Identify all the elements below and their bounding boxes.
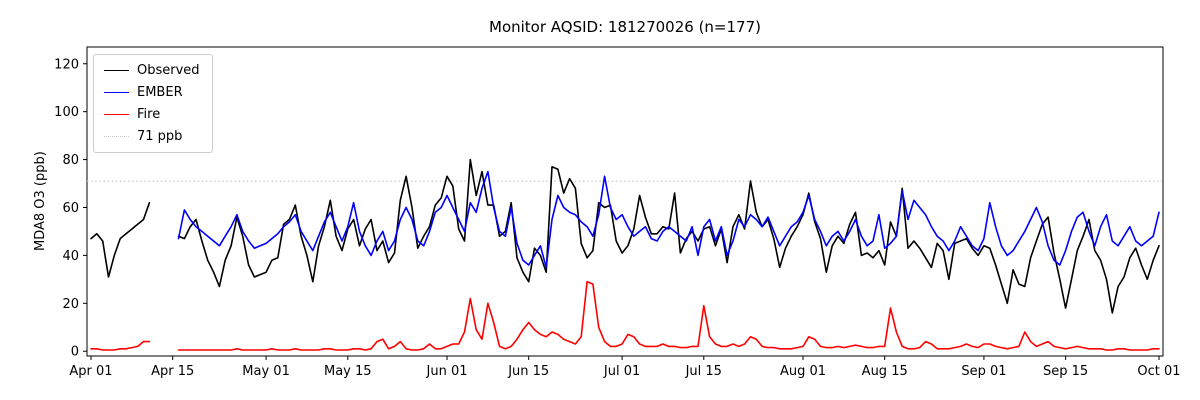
legend-entry: 71 ppb: [104, 129, 200, 144]
legend-label: Fire: [137, 107, 161, 122]
y-tick-label: 20: [62, 297, 79, 312]
y-tick-label: 60: [62, 201, 79, 216]
legend-entry: Observed: [104, 63, 200, 78]
x-tick-label: Apr 01: [69, 364, 112, 379]
x-tick-label: Aug 15: [862, 364, 908, 379]
series-line-fire: [90, 280, 1160, 351]
x-tick-label: May 01: [242, 364, 290, 379]
y-tick-label: 40: [62, 249, 79, 264]
legend-label: 71 ppb: [137, 129, 183, 144]
y-tick-label: 100: [54, 105, 79, 120]
x-tick-label: May 15: [324, 364, 372, 379]
x-tick-label: Sep 15: [1043, 364, 1088, 379]
legend-entry: EMBER: [104, 85, 200, 100]
legend: Observed EMBER Fire 71 ppb: [93, 54, 213, 153]
x-tick-label: Jun 15: [507, 364, 549, 379]
legend-line-sample: [104, 70, 129, 71]
x-tick-label: Jul 01: [603, 364, 640, 379]
legend-entry: Fire: [104, 107, 200, 122]
y-tick-label: 0: [71, 345, 79, 360]
x-tick-label: Aug 01: [780, 364, 826, 379]
legend-label: Observed: [137, 63, 200, 78]
legend-label: EMBER: [137, 85, 183, 100]
legend-line-sample: [104, 136, 129, 137]
x-tick-label: Sep 01: [961, 364, 1006, 379]
chart-title: Monitor AQSID: 181270026 (n=177): [489, 18, 761, 36]
legend-line-sample: [104, 92, 129, 93]
legend-line-sample: [104, 114, 129, 115]
plot-border: [86, 46, 1164, 357]
x-tick-label: Apr 15: [151, 364, 194, 379]
y-tick-label: 80: [62, 153, 79, 168]
y-tick-label: 120: [54, 57, 79, 72]
x-tick-label: Oct 01: [1137, 364, 1180, 379]
series-line-ember: [177, 170, 1160, 269]
x-tick-label: Jul 15: [685, 364, 722, 379]
series-line-observed: [90, 158, 1160, 314]
x-tick-label: Jun 01: [426, 364, 468, 379]
